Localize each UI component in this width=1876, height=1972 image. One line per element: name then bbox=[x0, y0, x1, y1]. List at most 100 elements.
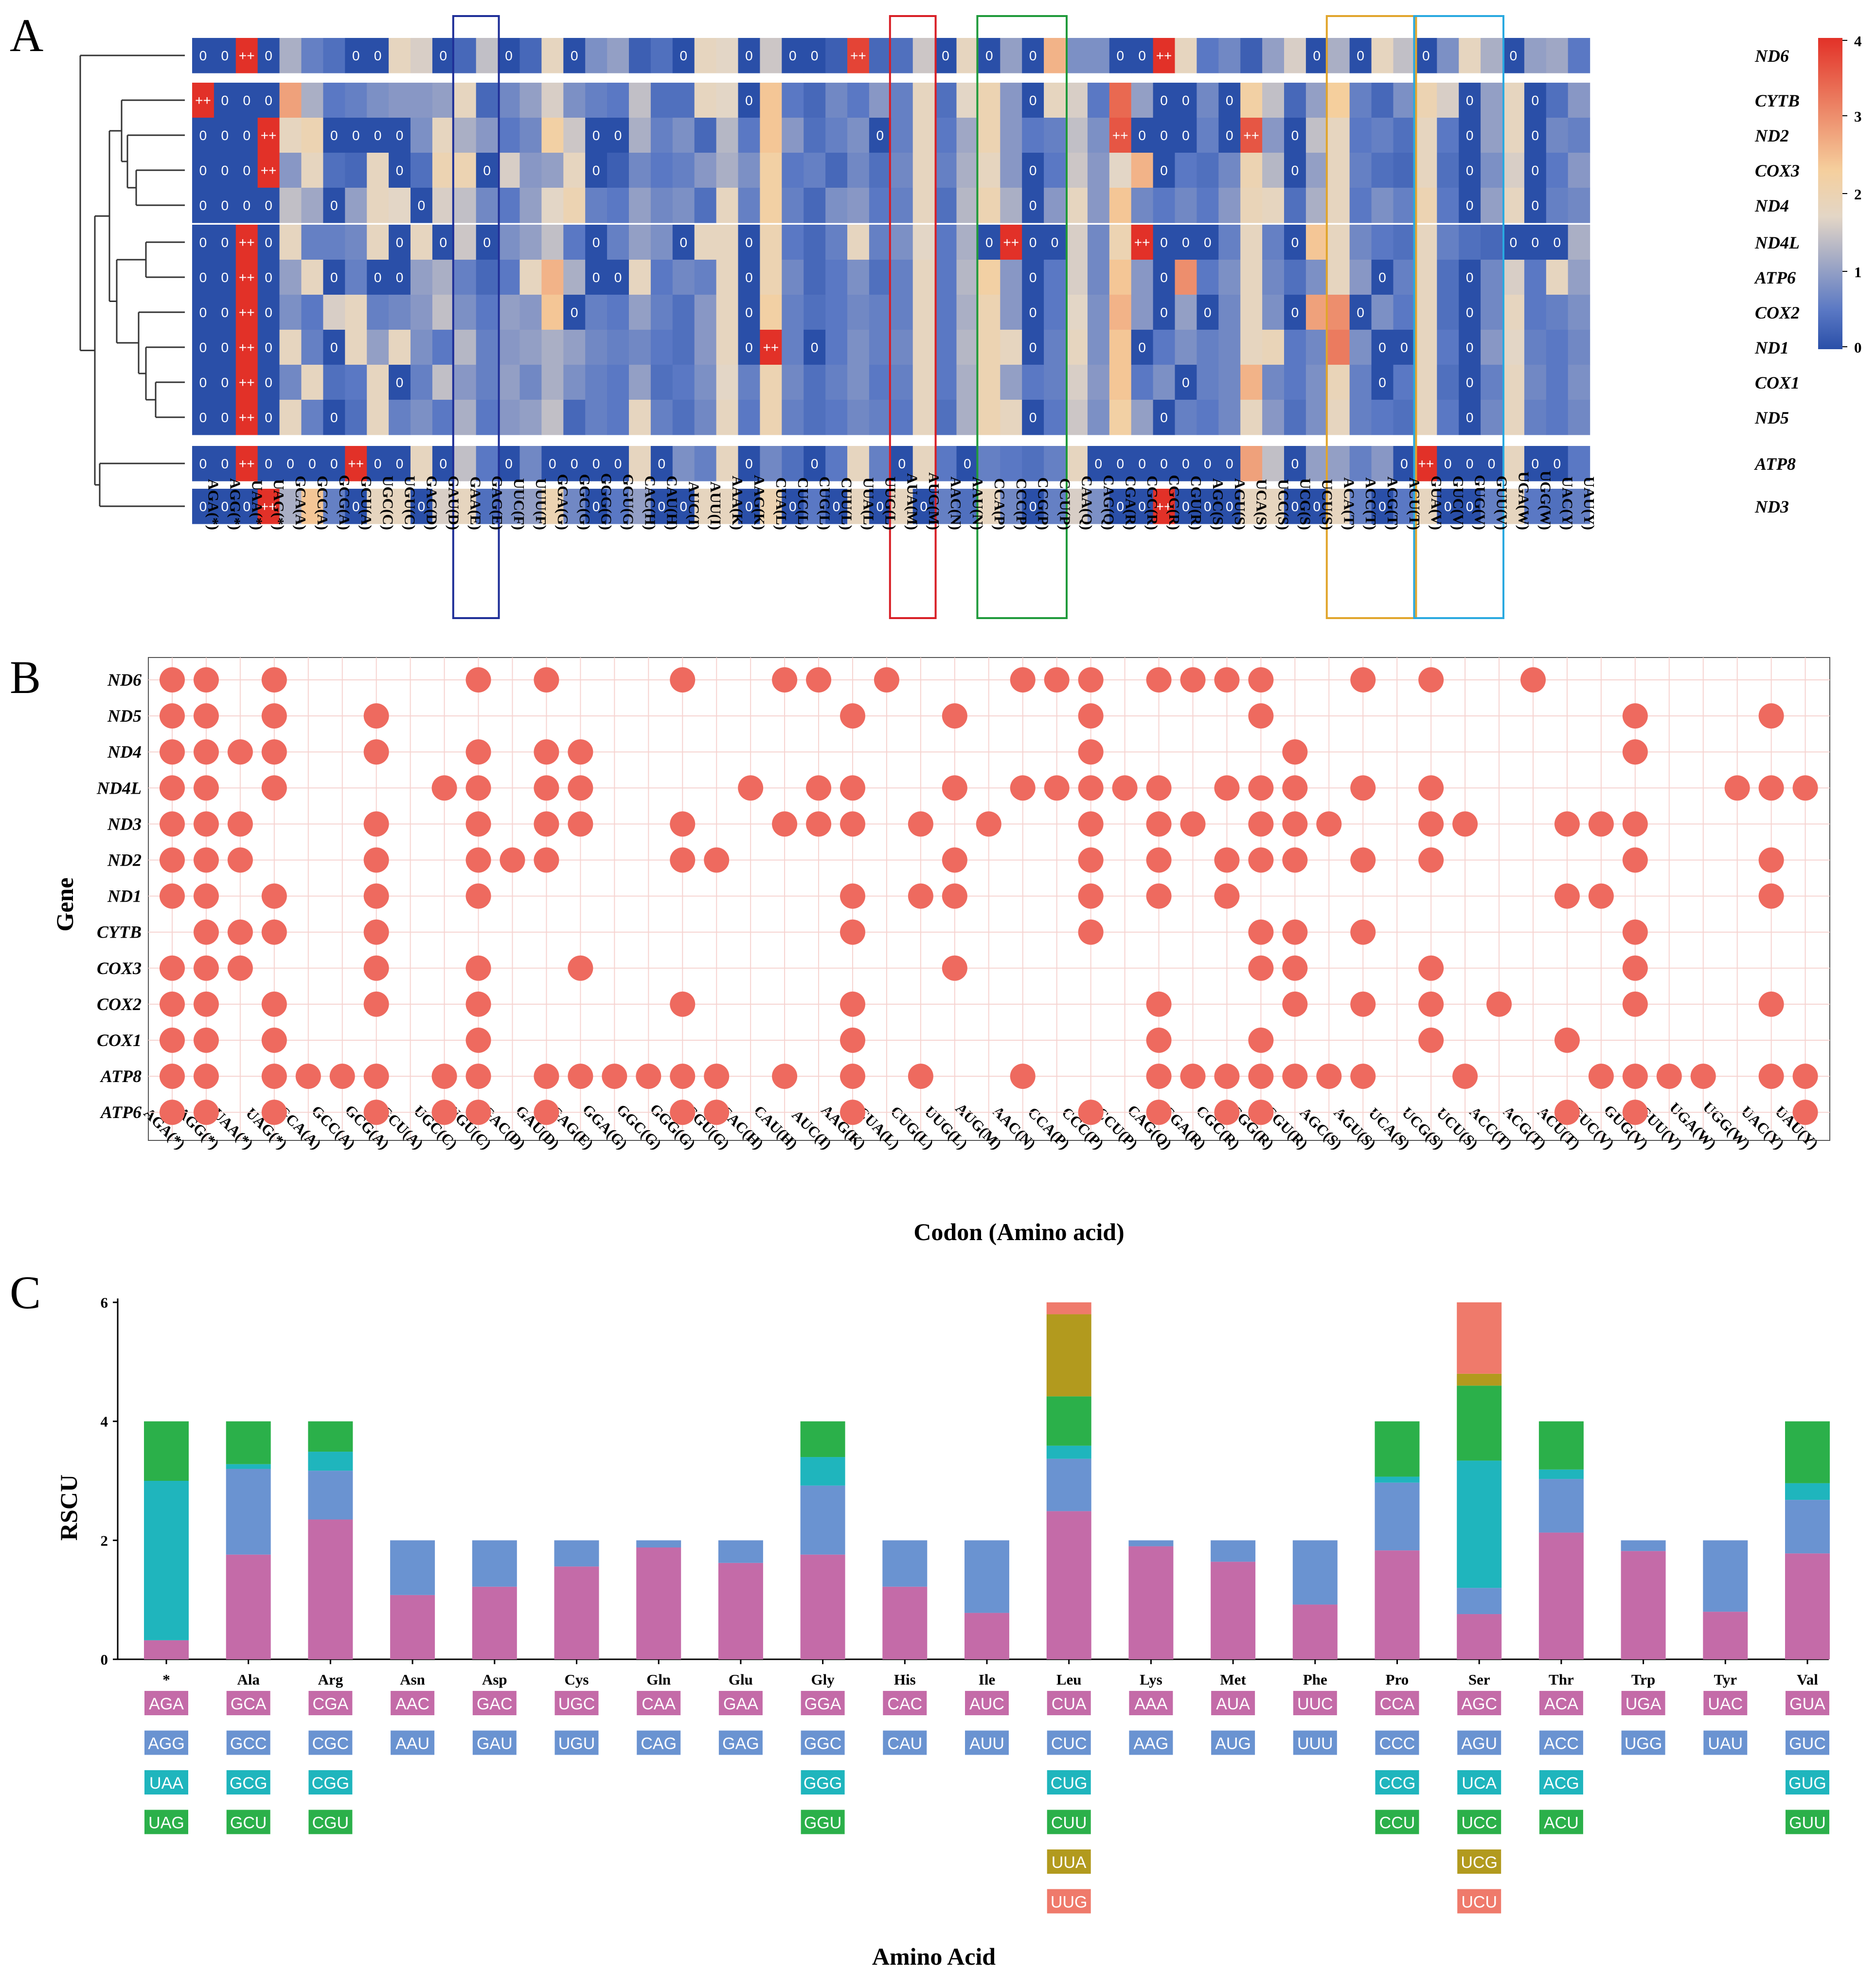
heatmap-cell-label: 0 bbox=[308, 456, 316, 471]
heatmap-cell bbox=[956, 489, 979, 524]
heatmap-cell bbox=[1502, 83, 1525, 118]
heatmap-cell bbox=[214, 225, 236, 260]
heatmap-cell-label: 0 bbox=[243, 499, 250, 514]
heatmap-cell bbox=[1131, 83, 1154, 118]
heatmap-cell bbox=[956, 153, 979, 188]
heatmap-cell bbox=[1481, 365, 1503, 400]
heatmap-cell bbox=[934, 365, 957, 400]
heatmap-cell bbox=[1481, 153, 1503, 188]
dotplot-dot bbox=[840, 919, 865, 945]
heatmap-cell bbox=[1218, 225, 1241, 260]
heatmap-cell bbox=[411, 153, 433, 188]
highlight-box bbox=[452, 15, 500, 619]
codon-legend-box bbox=[144, 1810, 188, 1834]
heatmap-cell bbox=[978, 295, 1001, 330]
heatmap-cell bbox=[1240, 489, 1263, 524]
heatmap-cell bbox=[519, 295, 542, 330]
dotplot-dot bbox=[1146, 847, 1172, 873]
rscu-bar-segment bbox=[1375, 1482, 1420, 1551]
dotplot-dot bbox=[1758, 703, 1784, 729]
heatmap-cell bbox=[716, 38, 739, 73]
rscu-bar-segment bbox=[390, 1540, 435, 1595]
dotplot-dot bbox=[534, 667, 559, 693]
dotplot-dot bbox=[431, 1100, 457, 1125]
heatmap-cell bbox=[1153, 188, 1176, 223]
heatmap-cell bbox=[476, 225, 499, 260]
codon-legend-label: CAU bbox=[887, 1735, 922, 1753]
dotplot-dot bbox=[500, 847, 525, 873]
heatmap-cell bbox=[454, 83, 477, 118]
heatmap-cell bbox=[1502, 260, 1525, 295]
heatmap-cell bbox=[672, 330, 695, 365]
heatmap-cell bbox=[1502, 188, 1525, 223]
heatmap-cell-label: 0 bbox=[1182, 128, 1190, 143]
heatmap-cell bbox=[345, 188, 367, 223]
heatmap-cell bbox=[301, 260, 323, 295]
heatmap-cell bbox=[1131, 260, 1154, 295]
heatmap-cell bbox=[956, 188, 979, 223]
heatmap-cell-label: 0 bbox=[1466, 499, 1474, 514]
codon-legend-label: CCC bbox=[1379, 1735, 1415, 1753]
heatmap-cell bbox=[804, 489, 826, 524]
rscu-bar-segment bbox=[308, 1421, 353, 1452]
heatmap-cell bbox=[1437, 118, 1459, 153]
heatmap-cell bbox=[563, 188, 586, 223]
heatmap-cell bbox=[235, 38, 258, 73]
codon-legend-label: UGG bbox=[1625, 1735, 1662, 1753]
heatmap-cell bbox=[1197, 365, 1219, 400]
dotplot-gene-label: ND3 bbox=[107, 814, 142, 834]
codon-legend-box bbox=[1293, 1691, 1337, 1715]
codon-legend-label: UAA bbox=[149, 1774, 183, 1793]
heatmap-cell bbox=[1393, 118, 1415, 153]
codon-legend-label: UAU bbox=[1708, 1735, 1743, 1753]
heatmap-cell bbox=[476, 295, 499, 330]
heatmap-cell bbox=[301, 330, 323, 365]
heatmap-cell bbox=[1109, 225, 1132, 260]
heatmap-cell bbox=[432, 365, 455, 400]
heatmap-cell-label: 0 bbox=[1204, 499, 1212, 514]
heatmap-cell bbox=[891, 446, 913, 481]
codon-legend-box bbox=[1786, 1770, 1829, 1794]
heatmap-cell-label: 0 bbox=[1182, 235, 1190, 250]
heatmap-cell bbox=[978, 188, 1001, 223]
dotplot-dot bbox=[261, 991, 287, 1017]
heatmap-cell bbox=[498, 225, 520, 260]
heatmap-cell-label: 0 bbox=[1029, 340, 1037, 355]
heatmap-cell bbox=[1305, 260, 1328, 295]
heatmap-cell bbox=[956, 260, 979, 295]
dotplot-dot bbox=[1622, 703, 1648, 729]
heatmap-cell bbox=[672, 260, 695, 295]
rscu-bar-segment bbox=[1785, 1421, 1830, 1483]
heatmap-cell bbox=[323, 38, 345, 73]
heatmap-cell bbox=[1437, 365, 1459, 400]
heatmap-cell bbox=[1109, 489, 1132, 524]
dotplot-dot bbox=[160, 1064, 185, 1089]
heatmap-cell bbox=[978, 118, 1001, 153]
dotplot-dot bbox=[568, 775, 593, 801]
heatmap-cell-label: 0 bbox=[1532, 198, 1539, 213]
heatmap-gene-label: ND1 bbox=[1754, 338, 1789, 357]
dotplot-dot bbox=[806, 775, 832, 801]
heatmap-cell bbox=[978, 446, 1001, 481]
dotplot-dot bbox=[602, 1064, 627, 1089]
heatmap-cell bbox=[585, 446, 607, 481]
heatmap-cell bbox=[869, 260, 892, 295]
codon-legend-box bbox=[1457, 1730, 1501, 1755]
heatmap-cell bbox=[1284, 489, 1306, 524]
codon-legend-label: UGC bbox=[558, 1695, 595, 1713]
codon-legend-label: ACC bbox=[1544, 1735, 1579, 1753]
heatmap-cell-label: 0 bbox=[1160, 270, 1168, 285]
rscu-bar-segment bbox=[1046, 1396, 1091, 1446]
dotplot-dot bbox=[363, 1100, 389, 1125]
rscu-bar-segment bbox=[1211, 1540, 1256, 1562]
heatmap-cell bbox=[345, 38, 367, 73]
dotplot-dot bbox=[1078, 811, 1104, 837]
heatmap-cell-label: 0 bbox=[1466, 270, 1474, 285]
heatmap-cell bbox=[1305, 446, 1328, 481]
heatmap-cell bbox=[738, 260, 760, 295]
codon-legend-label: UCC bbox=[1461, 1814, 1497, 1832]
heatmap-cell bbox=[192, 446, 214, 481]
heatmap-cell bbox=[367, 153, 389, 188]
heatmap-cell-label: 0 bbox=[1466, 340, 1474, 355]
heatmap-cell bbox=[192, 153, 214, 188]
